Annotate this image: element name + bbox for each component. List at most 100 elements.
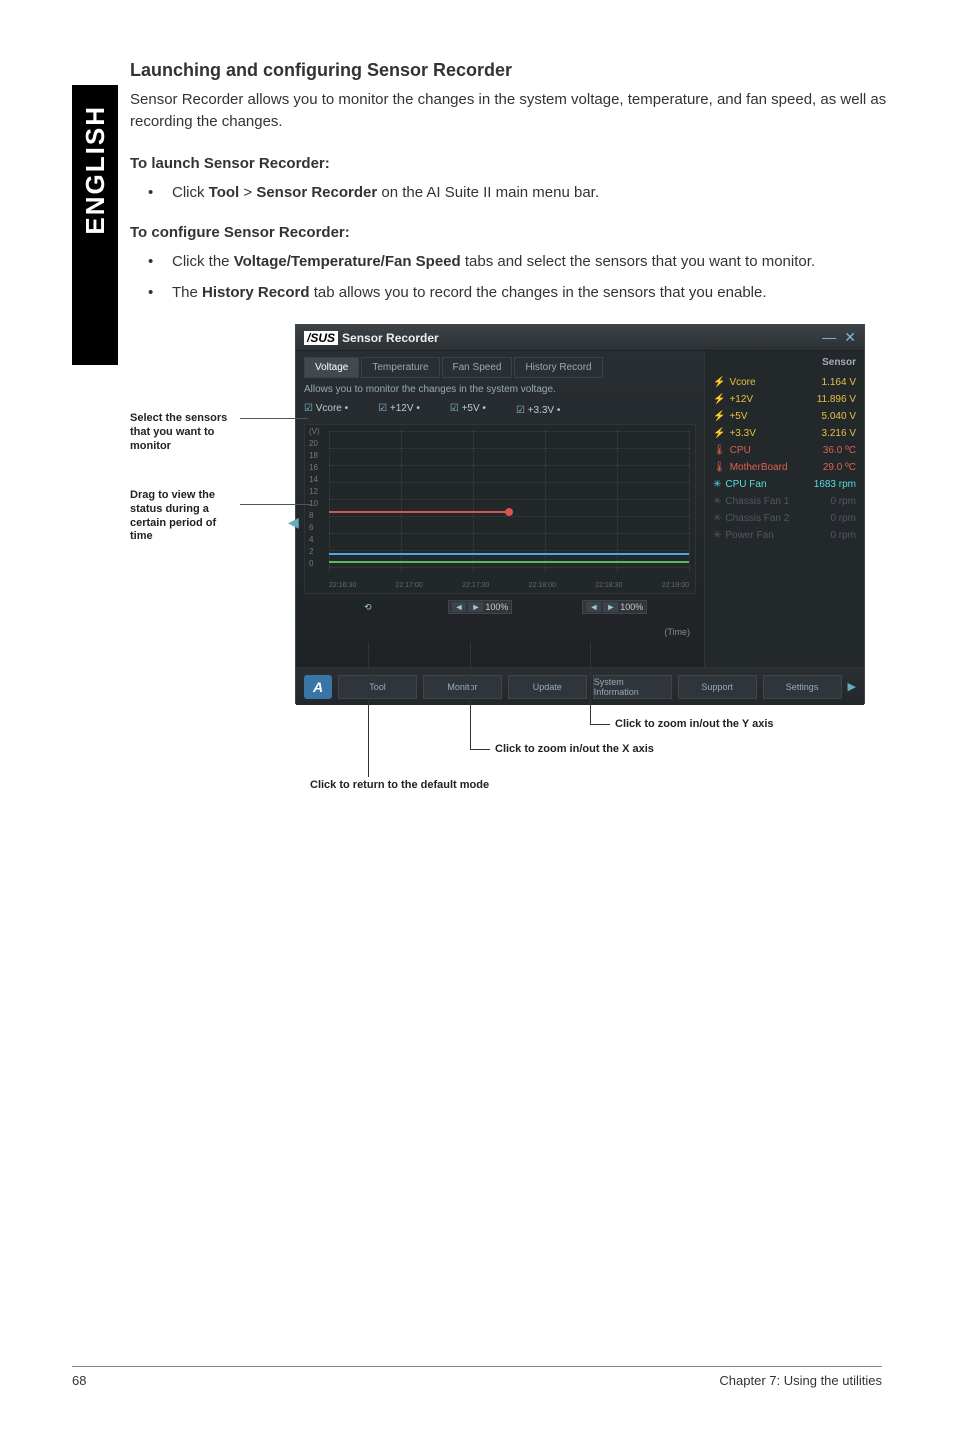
check-33v[interactable]: +3.3V •: [516, 405, 560, 416]
reset-zoom-icon[interactable]: ⟲: [364, 602, 372, 613]
brand: /SUSSensor Recorder: [304, 331, 439, 345]
sensor-row: ✳CPU Fan 1683 rpm: [713, 476, 856, 493]
zoom-y-value: 100%: [620, 602, 643, 612]
callout-drag-line: [240, 504, 312, 505]
sensor-row: ⚡+12V 11.896 V: [713, 391, 856, 408]
zoom-y-in[interactable]: ►: [603, 602, 618, 612]
sensor-label: ✳Chassis Fan 2: [713, 513, 789, 524]
sensor-row: ✳Power Fan 0 rpm: [713, 527, 856, 544]
check-5v[interactable]: +5V •: [450, 403, 486, 416]
close-icon[interactable]: ✕: [844, 329, 856, 346]
time-axis-label: (Time): [664, 627, 690, 637]
sensor-side-panel: Sensor ⚡Vcore 1.164 V ⚡+12V 11.896 V ⚡+5V 5.0…: [704, 351, 864, 667]
sensor-value: 11.896 V: [817, 394, 856, 405]
sensor-value: 0 rpm: [830, 513, 856, 524]
bottom-toolbar: A Tool Monitor Update System Information…: [296, 667, 864, 705]
launch-list: Click Tool > Sensor Recorder on the AI S…: [130, 182, 890, 205]
tab-temperature[interactable]: Temperature: [361, 357, 439, 378]
bb-settings[interactable]: Settings: [763, 675, 842, 699]
callout-select-line: [240, 418, 308, 419]
annot-line-yzoom-h: [590, 724, 610, 725]
tab-voltage[interactable]: Voltage: [304, 357, 359, 378]
sensor-value: 36.0 ºC: [823, 445, 856, 456]
launch-heading: To launch Sensor Recorder:: [130, 155, 890, 172]
sensor-value: 1683 rpm: [814, 479, 856, 490]
check-vcore[interactable]: Vcore •: [304, 403, 348, 416]
sensor-value: 5.040 V: [822, 411, 856, 422]
bb-tool[interactable]: Tool: [338, 675, 417, 699]
chart[interactable]: (V) 20 18 16 14 12 10 8 6 4 2 0: [304, 424, 696, 594]
page-content: Launching and configuring Sensor Recorde…: [130, 60, 890, 794]
sensor-label: 🌡CPU: [713, 445, 751, 456]
bb-sysinfo[interactable]: System Information: [593, 675, 672, 699]
section-heading: Launching and configuring Sensor Recorde…: [130, 60, 890, 81]
sensor-row: 🌡CPU 36.0 ºC: [713, 442, 856, 459]
sensor-row: 🌡MotherBoard 29.0 ºC: [713, 459, 856, 476]
chart-grid: [329, 431, 689, 573]
sensor-row: ✳Chassis Fan 1 0 rpm: [713, 493, 856, 510]
app-body: Voltage Temperature Fan Speed History Re…: [296, 351, 864, 667]
sensor-recorder-window: /SUSSensor Recorder — ✕ Voltage Temperat…: [295, 324, 865, 704]
sensor-value: 1.164 V: [822, 377, 856, 388]
side-panel-title: Sensor: [713, 357, 856, 368]
sensor-value: 0 rpm: [830, 530, 856, 541]
sensor-label: 🌡MotherBoard: [713, 462, 788, 473]
zoom-x-in[interactable]: ►: [468, 602, 483, 612]
sensor-checks: Vcore • +12V • +5V • +3.3V •: [304, 403, 696, 416]
config-list: Click the Voltage/Temperature/Fan Speed …: [130, 251, 890, 304]
series-vcore: [329, 511, 509, 513]
sensor-value: 0 rpm: [830, 496, 856, 507]
annot-zoom-y: Click to zoom in/out the Y axis: [615, 718, 774, 730]
sensor-row: ✳Chassis Fan 2 0 rpm: [713, 510, 856, 527]
annot-line-reset: [368, 642, 369, 777]
tab-history-record[interactable]: History Record: [514, 357, 602, 378]
page-number: 68: [72, 1373, 86, 1388]
page-footer: 68 Chapter 7: Using the utilities: [72, 1366, 882, 1388]
tab-fan-speed[interactable]: Fan Speed: [442, 357, 513, 378]
sensor-value: 29.0 ºC: [823, 462, 856, 473]
panel-description: Allows you to monitor the changes in the…: [304, 384, 696, 395]
annot-return: Click to return to the default mode: [310, 779, 489, 791]
language-tab: ENGLISH: [72, 85, 118, 365]
suite-logo-icon[interactable]: A: [304, 675, 332, 699]
bb-monitor[interactable]: Monitor: [423, 675, 502, 699]
series-5v: [329, 561, 689, 563]
chapter-label: Chapter 7: Using the utilities: [719, 1373, 882, 1388]
zoom-controls: ⟲ ◄ ► 100% ◄ ► 100%: [304, 600, 696, 614]
series-12v: [329, 553, 689, 555]
y-unit: (V): [309, 427, 320, 436]
sensor-label: ⚡+3.3V: [713, 428, 756, 439]
sensor-label: ✳CPU Fan: [713, 479, 767, 490]
sensor-label: ⚡+5V: [713, 411, 748, 422]
callout-drag: Drag to view the status during a certain…: [130, 489, 240, 544]
config-bullet-2: The History Record tab allows you to rec…: [130, 282, 890, 305]
x-labels: 22:16:30 22:17:00 22:17:30 22:18:00 22:1…: [329, 582, 689, 589]
launch-bullet: Click Tool > Sensor Recorder on the AI S…: [130, 182, 890, 205]
zoom-y-out[interactable]: ◄: [586, 602, 601, 612]
bb-expand-icon[interactable]: ▶: [848, 680, 856, 693]
minimize-icon[interactable]: —: [822, 329, 836, 346]
titlebar: /SUSSensor Recorder — ✕: [296, 325, 864, 351]
zoom-y-control[interactable]: ◄ ► 100%: [582, 600, 647, 614]
sensor-list: ⚡Vcore 1.164 V ⚡+12V 11.896 V ⚡+5V 5.040 V ⚡+3…: [713, 374, 856, 544]
main-panel: Voltage Temperature Fan Speed History Re…: [296, 351, 704, 667]
callout-select: Select the sensors that you want to moni…: [130, 412, 240, 453]
intro-text: Sensor Recorder allows you to monitor th…: [130, 89, 890, 133]
zoom-x-control[interactable]: ◄ ► 100%: [448, 600, 513, 614]
sensor-row: ⚡+3.3V3.216 V: [713, 425, 856, 442]
config-heading: To configure Sensor Recorder:: [130, 224, 890, 241]
annot-line-xzoom: [470, 642, 471, 749]
language-tab-label: ENGLISH: [80, 105, 111, 235]
sensor-label: ⚡Vcore: [713, 377, 756, 388]
tabs-row: Voltage Temperature Fan Speed History Re…: [304, 357, 696, 378]
zoom-x-out[interactable]: ◄: [452, 602, 467, 612]
check-12v[interactable]: +12V •: [378, 403, 420, 416]
sensor-label: ⚡+12V: [713, 394, 753, 405]
bb-support[interactable]: Support: [678, 675, 757, 699]
sensor-label: ✳Power Fan: [713, 530, 774, 541]
sensor-label: ✳Chassis Fan 1: [713, 496, 789, 507]
collapse-icon[interactable]: ◀: [288, 514, 299, 531]
annot-line-yzoom: [590, 642, 591, 724]
annot-zoom-x: Click to zoom in/out the X axis: [495, 743, 654, 755]
bb-update[interactable]: Update: [508, 675, 587, 699]
